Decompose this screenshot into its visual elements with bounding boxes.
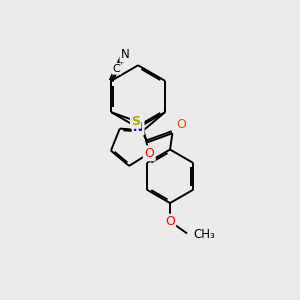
Text: CH₃: CH₃ (194, 228, 215, 242)
Text: O: O (144, 147, 154, 160)
Text: C: C (113, 64, 121, 74)
Text: S: S (131, 115, 140, 128)
Text: O: O (165, 215, 175, 228)
Text: O: O (176, 118, 186, 131)
Text: N: N (133, 121, 143, 134)
Text: N: N (120, 48, 129, 62)
